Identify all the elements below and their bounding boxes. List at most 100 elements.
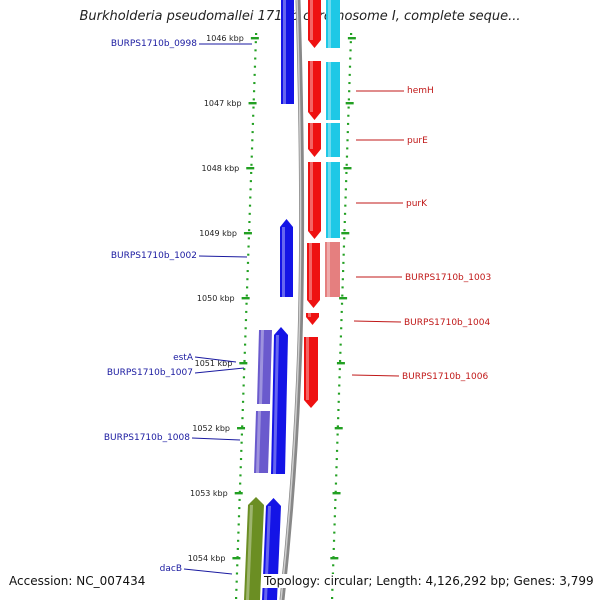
gene-BURPS1710b_1004 (306, 313, 319, 325)
left-tick-dot (244, 335, 247, 338)
gene-purK (308, 162, 321, 239)
right-tick-dot (344, 204, 347, 207)
tick-mark-left (246, 167, 255, 170)
left-tick-dot (245, 310, 248, 313)
tick-mark-right (332, 492, 341, 495)
left-tick-dot (241, 417, 244, 420)
right-tick-dot (336, 433, 339, 436)
tick-dot-tracks (235, 33, 353, 599)
tick-mark-right (345, 102, 354, 105)
right-tick-dot (340, 327, 343, 330)
right-tick-dot (335, 474, 338, 477)
gene-BURPS1710b_0998 (281, 0, 294, 104)
left-tick-dot (248, 212, 251, 215)
right-tick-dot (340, 310, 343, 313)
kbp-ticks: 1046 kbp 1047 kbp 1048 kbp 1049 kbp 1050 kbp… (188, 34, 356, 563)
right-tick-dot (340, 302, 344, 305)
right-tick-dot (346, 139, 349, 142)
tick-mark-left (234, 492, 243, 495)
left-label-dacB: dacB (160, 564, 182, 574)
right-tick-dot (349, 57, 352, 60)
left-label-leader (194, 356, 237, 363)
right-tick-dot (345, 155, 349, 158)
left-tick-dot (248, 229, 251, 232)
tick-label: 1049 kbp (199, 229, 237, 238)
right-tick-dot (337, 400, 340, 403)
tick-mark-right (334, 427, 343, 430)
cog-block-purK (326, 162, 340, 238)
left-tick-dot (250, 147, 254, 150)
right-tick-dot (343, 229, 346, 232)
left-tick-dot (241, 400, 245, 403)
right-tick-dot (333, 523, 336, 526)
left-tick-dot (255, 33, 258, 35)
left-tick-dot (239, 482, 242, 485)
right-tick-dot (343, 221, 346, 223)
left-tick-dot (253, 73, 256, 76)
right-tick-dot (347, 106, 350, 109)
gene-BURPS1710b_1008 (254, 411, 270, 473)
left-tick-dot (245, 302, 248, 305)
left-tick-dot (247, 245, 250, 248)
right-tick-dot (339, 343, 342, 346)
left-tick-dot (244, 319, 248, 322)
left-label-BURPS1710b_1007: BURPS1710b_1007 (107, 368, 193, 378)
gene-BURPS1710b_1003-red (307, 243, 320, 308)
gene-BURPS1710b_0998-shine (283, 0, 286, 104)
left-tick-dot (238, 498, 241, 501)
right-tick-dot (339, 335, 343, 338)
backbone-line (279, 0, 305, 600)
cog-block-hemH (326, 62, 340, 120)
left-tick-dot (239, 458, 243, 461)
right-tick-dot (335, 449, 339, 452)
left-label-leader (194, 367, 245, 374)
cog-block-purE-shine (328, 123, 331, 157)
left-tick-dot (242, 376, 246, 379)
right-tick-dot (335, 466, 338, 469)
tick-label: 1050 kbp (197, 294, 235, 303)
right-tick-dot (332, 564, 335, 567)
left-tick-dot (238, 507, 241, 510)
right-tick-dot (348, 73, 351, 76)
left-tick-dot (251, 131, 254, 134)
right-tick-dot (342, 261, 345, 264)
tick-label: 1053 kbp (190, 489, 228, 498)
left-tick-dot (246, 278, 249, 281)
left-tick-dot (248, 221, 251, 223)
cog-block-hemH-shine (328, 62, 331, 120)
right-tick-dot (348, 90, 351, 93)
left-tick-dot (241, 409, 244, 411)
left-tick-dot (240, 441, 243, 444)
right-tick-dot (346, 147, 349, 150)
left-tick-dot (250, 155, 253, 158)
gene-BURPS1710b_1002 (280, 219, 293, 297)
left-tick-dot (239, 466, 242, 469)
left-tick-dot (246, 270, 249, 273)
tick-mark-right (341, 232, 350, 235)
left-tick-dot (250, 163, 253, 166)
gene-purK-shine (310, 162, 313, 231)
tick-mark-left (243, 232, 252, 235)
left-tick-dot (236, 547, 239, 550)
gene-reverse-top-shine (310, 0, 313, 40)
left-tick-dot (254, 49, 257, 52)
left-label-leader (198, 255, 248, 258)
left-tick-dot (238, 490, 241, 493)
right-tick-dot (338, 368, 341, 371)
gene-BURPS1710b_1002-shine (282, 227, 285, 297)
tick-label: 1054 kbp (188, 554, 226, 563)
gene-hemH-shine (310, 61, 313, 112)
right-tick-dot (332, 539, 336, 542)
tick-mark-right (339, 297, 348, 300)
tick-mark-left (237, 427, 246, 430)
right-tick-dot (346, 131, 349, 134)
right-tick-dot (342, 245, 346, 248)
right-tick-dot (336, 425, 339, 428)
left-tick-dot (252, 90, 256, 93)
left-tick-dot (237, 523, 240, 526)
right-tick-dot (334, 482, 338, 485)
tick-mark-right (343, 167, 352, 170)
tick-mark-left (239, 362, 248, 365)
gene-BURPS1710b_1008-shine (256, 411, 261, 473)
cog-block-1 (326, 0, 340, 48)
